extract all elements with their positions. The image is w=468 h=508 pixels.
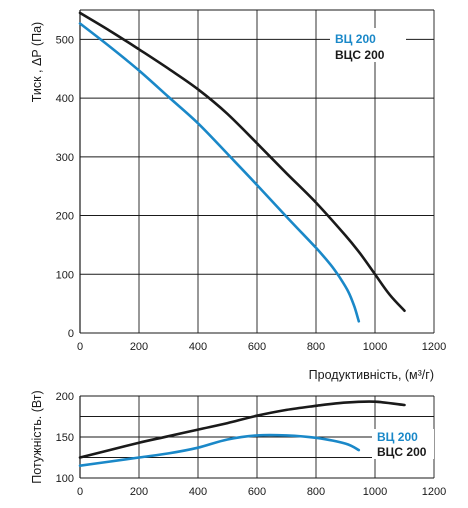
legend-item-vc200: ВЦ 200 [377, 430, 418, 444]
pressure-x-tick-label: 200 [130, 341, 148, 353]
power-y-axis-label: Потужність. (Вт) [30, 390, 44, 483]
power-x-tick-label: 200 [130, 486, 148, 498]
pressure-y-axis-label: Тиск , ΔP (Па) [30, 22, 44, 102]
power-chart-ticks: 0 200 400 600 800 1000 1200 100 150 200 [56, 391, 447, 498]
power-series-line-vcs200 [78, 400, 406, 459]
power-x-tick-label: 1200 [422, 486, 446, 498]
pressure-x-tick-label: 600 [248, 341, 266, 353]
pressure-series-line-vc200 [78, 22, 361, 323]
pressure-x-tick-label: 800 [307, 341, 325, 353]
power-chart-series [78, 400, 406, 467]
power-y-tick-label: 150 [56, 432, 74, 444]
power-x-tick-label: 600 [248, 486, 266, 498]
pressure-y-tick-label: 200 [56, 211, 74, 223]
legend-item-vc200: ВЦ 200 [335, 32, 376, 46]
power-y-tick-label: 100 [56, 473, 74, 485]
pressure-y-tick-label: 0 [68, 328, 74, 340]
power-x-tick-label: 400 [189, 486, 207, 498]
legend-item-vcs200: ВЦС 200 [335, 48, 385, 62]
pressure-x-tick-label: 0 [77, 341, 83, 353]
pressure-x-tick-label: 400 [189, 341, 207, 353]
power-y-tick-label: 200 [56, 391, 74, 403]
pressure-y-tick-label: 400 [56, 93, 74, 105]
pressure-x-axis-label: Продуктивність, (м³/г) [309, 368, 434, 382]
power-series-line-vc200 [78, 433, 361, 467]
pressure-legend: ВЦ 200 ВЦС 200 [330, 28, 406, 62]
legend-background [372, 429, 434, 459]
pressure-y-tick-label: 500 [56, 34, 74, 46]
legend-background [330, 28, 406, 62]
power-legend: ВЦ 200 ВЦС 200 [372, 429, 434, 459]
power-x-tick-label: 0 [77, 486, 83, 498]
pressure-x-tick-label: 1000 [363, 341, 387, 353]
pressure-series-line-vcs200 [78, 11, 406, 312]
pressure-chart-series [78, 11, 406, 323]
pressure-y-tick-label: 100 [56, 269, 74, 281]
pressure-chart-ticks: 0 200 400 600 800 1000 1200 0 100 200 300 400 500 [56, 34, 447, 353]
pressure-x-tick-label: 1200 [422, 341, 446, 353]
power-x-tick-label: 1000 [363, 486, 387, 498]
power-x-tick-label: 800 [307, 486, 325, 498]
pressure-y-tick-label: 300 [56, 152, 74, 164]
legend-item-vcs200: ВЦС 200 [377, 445, 427, 459]
